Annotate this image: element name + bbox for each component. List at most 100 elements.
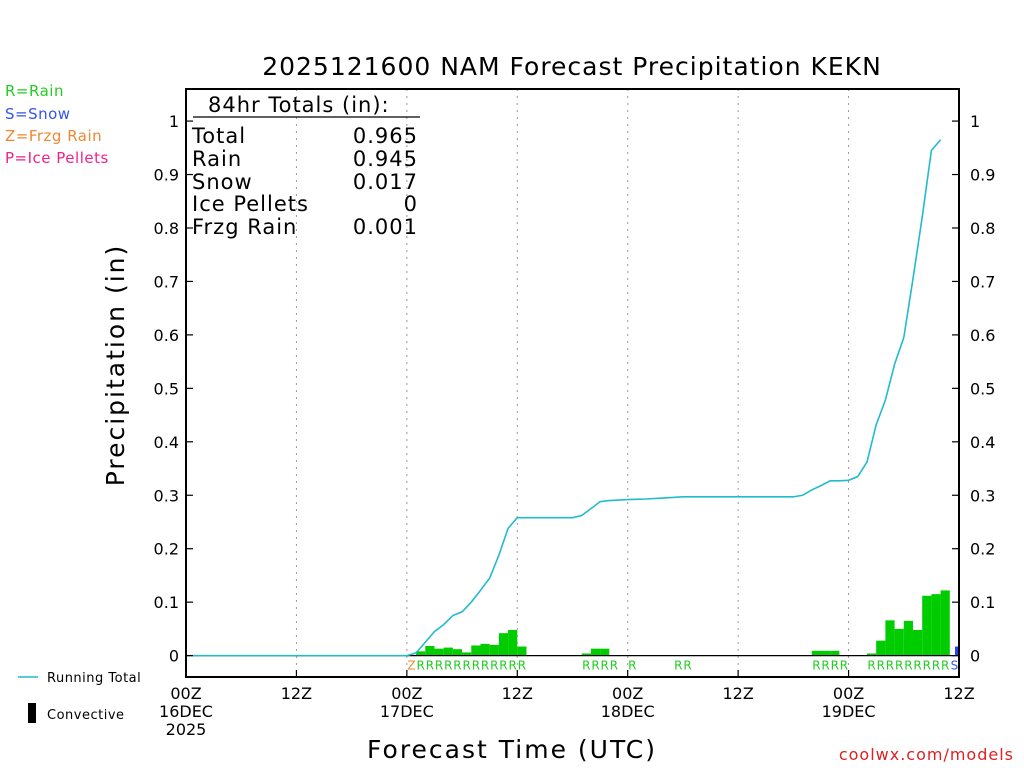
precip-bar xyxy=(931,594,941,656)
x-tick-label: 2025 xyxy=(166,720,207,739)
precip-type-label: R xyxy=(932,659,940,673)
y-tick-label-right: 0.9 xyxy=(970,166,995,185)
x-tick-label: 12Z xyxy=(943,684,974,703)
x-tick-label: 19DEC xyxy=(822,702,876,721)
x-axis-title: Forecast Time (UTC) xyxy=(367,735,657,764)
precip-type-label: R xyxy=(444,659,452,673)
precip-type-label: R xyxy=(453,659,461,673)
precip-type-label: R xyxy=(840,659,848,673)
legend-snow: S=Snow xyxy=(5,105,71,123)
convective-legend-label: Convective xyxy=(47,708,125,723)
x-tick-label: 00Z xyxy=(391,684,422,703)
precip-type-label: R xyxy=(509,659,517,673)
precip-bar xyxy=(471,645,481,656)
precip-bar xyxy=(480,643,490,656)
y-tick-label-right: 0.5 xyxy=(970,379,995,398)
precip-bar xyxy=(811,650,821,656)
precip-type-label: R xyxy=(895,659,903,673)
totals-label-ice-pellets: Ice Pellets xyxy=(192,192,309,216)
x-tick-label: 00Z xyxy=(833,684,864,703)
precip-bar xyxy=(416,651,426,656)
totals-value-snow: 0.017 xyxy=(353,170,418,194)
totals-value-freezing-rain: 0.001 xyxy=(353,215,418,239)
precip-type-label: R xyxy=(518,659,526,673)
x-tick-label: 00Z xyxy=(612,684,643,703)
y-tick-label-right: 0.2 xyxy=(970,540,995,559)
x-tick-label: 00Z xyxy=(170,684,201,703)
precip-type-label: R xyxy=(416,659,424,673)
running-total-legend-label: Running Total xyxy=(47,671,141,686)
precip-bar xyxy=(940,590,950,656)
y-tick-label-left: 0.5 xyxy=(154,379,179,398)
totals-box: 84hr Totals (in): Total 0.965 Rain 0.945… xyxy=(191,93,420,239)
x-tick-label: 12Z xyxy=(502,684,533,703)
precip-bar xyxy=(830,650,840,656)
y-tick-label-right: 0.6 xyxy=(970,326,995,345)
y-tick-label-left: 0.4 xyxy=(154,433,179,452)
precip-type-label: R xyxy=(426,659,434,673)
precip-bar xyxy=(903,620,913,656)
precip-type-label: R xyxy=(683,659,691,673)
totals-label-freezing-rain: Frzg Rain xyxy=(192,215,297,239)
totals-header: 84hr Totals (in): xyxy=(208,93,390,117)
precip-type-label: R xyxy=(886,659,894,673)
precip-type-label: R xyxy=(923,659,931,673)
precip-bar xyxy=(876,640,886,656)
precip-type-label: R xyxy=(582,659,590,673)
y-tick-label-left: 0.6 xyxy=(154,326,179,345)
y-tick-label-left: 0.1 xyxy=(154,593,179,612)
precip-type-label: R xyxy=(628,659,636,673)
precip-type-label: R xyxy=(913,659,921,673)
y-tick-label-right: 0.3 xyxy=(970,486,995,505)
precip-type-label: R xyxy=(499,659,507,673)
x-tick-label: 17DEC xyxy=(380,702,434,721)
y-axis-left: 0 0.1 0.2 0.3 0.4 0.5 0.6 0.7 0.8 0.9 1 xyxy=(154,112,193,666)
totals-value-total: 0.965 xyxy=(353,124,418,148)
precip-bar xyxy=(912,629,923,656)
precip-bar xyxy=(489,644,499,656)
y-tick-label-left: 0 xyxy=(169,647,179,666)
running-total-line xyxy=(186,139,942,657)
precip-bar xyxy=(517,646,527,656)
precip-type-label: R xyxy=(904,659,912,673)
precip-bar xyxy=(590,648,601,656)
precip-type-label: R xyxy=(601,659,609,673)
y-tick-label-left: 1 xyxy=(169,112,179,131)
totals-value-rain: 0.945 xyxy=(353,147,418,171)
y-tick-label-right: 0 xyxy=(970,647,980,666)
x-tick-label: 12Z xyxy=(722,684,753,703)
totals-label-snow: Snow xyxy=(192,170,253,194)
totals-label-rain: Rain xyxy=(192,147,242,171)
y-axis-right: 0 0.1 0.2 0.3 0.4 0.5 0.6 0.7 0.8 0.9 1 xyxy=(952,112,995,666)
precip-bar xyxy=(820,650,831,656)
precip-type-label: R xyxy=(877,659,885,673)
precip-type-label: R xyxy=(490,659,498,673)
y-tick-label-left: 0.8 xyxy=(154,219,179,238)
precip-type-label: R xyxy=(831,659,839,673)
precip-type-label: R xyxy=(674,659,682,673)
precip-bar xyxy=(434,648,444,656)
x-tick-label: 16DEC xyxy=(159,702,213,721)
precip-type-label: R xyxy=(812,659,820,673)
totals-label-total: Total xyxy=(191,124,246,148)
chart-title: 2025121600 NAM Forecast Precipitation KE… xyxy=(262,52,882,81)
precip-type-label: R xyxy=(821,659,829,673)
precip-type-label: Z xyxy=(407,659,415,673)
precip-bar xyxy=(894,628,904,656)
precip-bar xyxy=(885,620,895,656)
y-tick-label-left: 0.3 xyxy=(154,486,179,505)
precip-bars xyxy=(416,590,959,656)
y-tick-label-left: 0.7 xyxy=(154,272,179,291)
precip-type-label: R xyxy=(472,659,480,673)
y-tick-label-right: 0.8 xyxy=(970,219,995,238)
convective-legend-swatch xyxy=(28,703,36,723)
y-tick-label-right: 0.4 xyxy=(970,433,995,452)
legend-freezing-rain: Z=Frzg Rain xyxy=(5,127,102,145)
precip-bar xyxy=(462,652,472,656)
snow-bar xyxy=(955,646,959,656)
precip-type-label: R xyxy=(867,659,875,673)
precip-type-label: R xyxy=(591,659,599,673)
